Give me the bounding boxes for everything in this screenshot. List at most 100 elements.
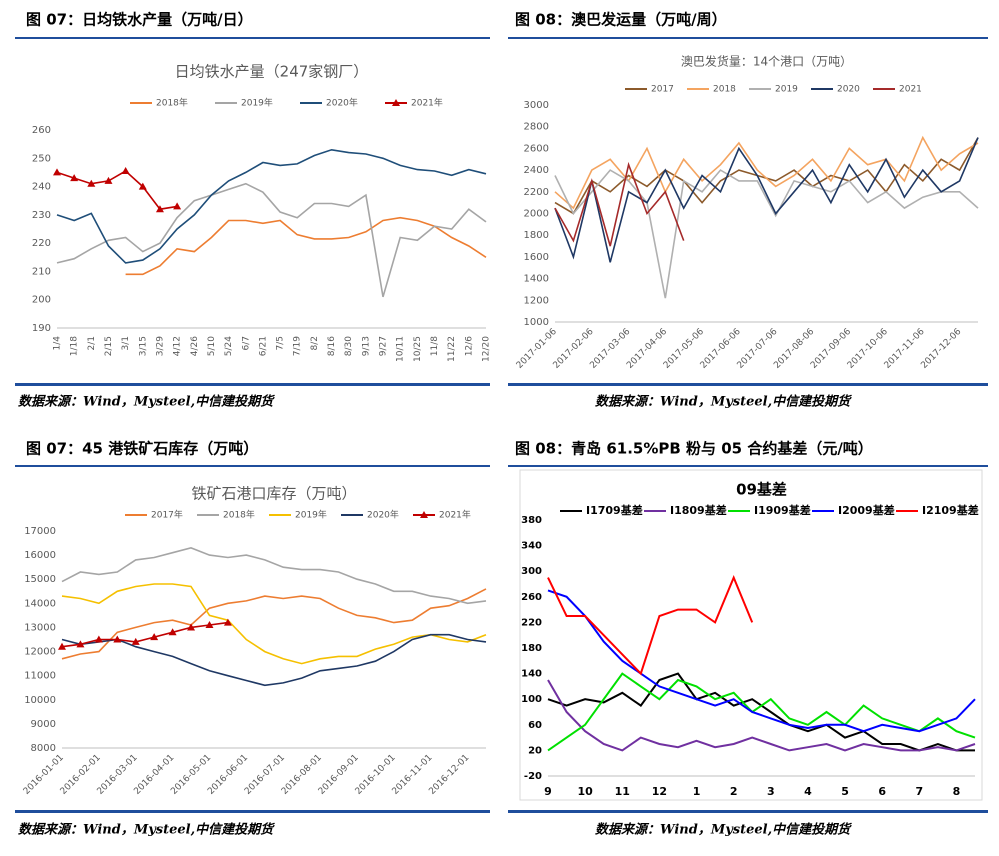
y-tick-label: 12000	[24, 647, 56, 658]
y-tick-label: 180	[521, 643, 542, 654]
marker	[223, 618, 232, 626]
rule	[508, 383, 988, 386]
legend-label: 2020年	[367, 509, 399, 521]
series-line	[547, 589, 976, 733]
legend-marker	[392, 99, 400, 106]
marker	[53, 168, 61, 176]
y-tick-label: 15000	[24, 574, 56, 585]
x-tick-label: 4/12	[173, 336, 183, 356]
y-tick-label: 220	[521, 617, 542, 628]
x-tick-label: 3	[767, 785, 775, 798]
y-tick-label: 1000	[524, 317, 549, 328]
series-line	[547, 574, 754, 676]
x-tick-label: 11/8	[430, 336, 440, 356]
panel-heading: 图 08：青岛 61.5%PB 粉与 05 合约基差（元/吨）	[515, 440, 873, 458]
y-tick-label: 200	[32, 295, 51, 306]
y-tick-label: 190	[32, 323, 51, 334]
marker	[187, 623, 196, 631]
rule	[15, 383, 490, 386]
legend-label: I1909基差	[754, 503, 811, 517]
y-tick-label: 2800	[524, 122, 549, 133]
marker	[173, 202, 182, 210]
legend-label: 2019年	[295, 509, 327, 521]
x-tick-label: 10/25	[413, 336, 423, 362]
y-tick-label: 1400	[524, 274, 549, 285]
legend-label: 2018年	[156, 97, 188, 109]
series-line	[56, 170, 178, 211]
series-line	[547, 679, 976, 752]
rule	[15, 465, 490, 467]
series-line	[61, 583, 487, 665]
marker	[168, 628, 177, 636]
source: 数据来源：Wind，Mysteel,中信建投期货	[595, 822, 852, 838]
x-tick-label: 5	[841, 785, 849, 798]
y-tick-label: 380	[521, 515, 542, 526]
x-tick-label: 10	[577, 785, 593, 798]
legend-label: 2018年	[223, 509, 255, 521]
rule	[508, 465, 988, 467]
x-tick-label: 10/11	[396, 336, 406, 362]
legend-label: 2019年	[241, 97, 273, 109]
x-tick-label: 2/15	[104, 336, 114, 356]
x-tick-label: 1/4	[53, 336, 63, 351]
x-tick-label: 6/7	[241, 336, 251, 350]
x-tick-label: 11/22	[447, 336, 457, 362]
series-line	[554, 161, 685, 247]
series-line	[125, 216, 487, 276]
y-tick-label: -20	[524, 771, 542, 782]
x-tick-label: 12/6	[464, 336, 474, 356]
legend-marker	[420, 511, 428, 518]
x-tick-label: 9/13	[361, 336, 371, 356]
x-tick-label: 5/24	[224, 336, 234, 356]
marker	[138, 182, 147, 190]
marker	[121, 167, 130, 175]
x-tick-label: 4	[804, 785, 812, 798]
x-tick-label: 9/27	[379, 336, 389, 356]
y-tick-label: 1600	[524, 252, 549, 263]
y-tick-label: 8000	[31, 743, 56, 754]
y-tick-label: 3000	[524, 100, 549, 111]
marker	[76, 640, 85, 648]
panel-heading: 图 07：日均铁水产量（万吨/日）	[26, 11, 253, 29]
legend-label: 2017	[651, 85, 674, 95]
rule	[508, 810, 988, 813]
x-tick-label: 7	[915, 785, 923, 798]
x-tick-label: 8	[953, 785, 961, 798]
y-tick-label: 250	[32, 153, 51, 164]
y-tick-label: 2000	[524, 209, 549, 220]
chart-title: 日均铁水产量（247家钢厂）	[175, 63, 369, 81]
chart-title: 铁矿石港口库存（万吨）	[191, 485, 356, 503]
legend-label: 2018	[713, 85, 736, 95]
marker	[87, 179, 96, 187]
legend-label: 2020年	[326, 97, 358, 109]
y-tick-label: 17000	[24, 526, 56, 537]
source: 数据来源：Wind，Mysteel,中信建投期货	[595, 394, 852, 410]
legend-label: 2020	[837, 85, 860, 95]
y-tick-label: 16000	[24, 550, 56, 561]
x-tick-label: 8/30	[344, 336, 354, 356]
x-tick-label: 7/5	[276, 336, 286, 350]
y-tick-label: 11000	[24, 671, 56, 682]
series-line	[61, 588, 487, 660]
panel-heading: 图 07：45 港铁矿石库存（万吨）	[26, 440, 258, 458]
marker	[113, 635, 122, 643]
y-tick-label: 20	[528, 745, 542, 756]
rule	[15, 37, 490, 39]
x-tick-label: 6	[878, 785, 886, 798]
x-tick-label: 5/10	[207, 336, 217, 356]
source: 数据来源：Wind，Mysteel,中信建投期货	[18, 822, 275, 838]
y-tick-label: 14000	[24, 598, 56, 609]
x-tick-label: 7/19	[293, 336, 303, 356]
y-tick-label: 1800	[524, 230, 549, 241]
y-tick-label: 13000	[24, 622, 56, 633]
x-tick-label: 3/29	[155, 336, 165, 356]
legend-label: I2009基差	[838, 503, 895, 517]
marker	[94, 635, 103, 643]
marker	[155, 205, 164, 213]
x-tick-label: 9	[544, 785, 552, 798]
series-line	[61, 633, 487, 687]
marker	[150, 633, 159, 641]
marker	[205, 621, 214, 629]
y-tick-label: 300	[521, 566, 542, 577]
